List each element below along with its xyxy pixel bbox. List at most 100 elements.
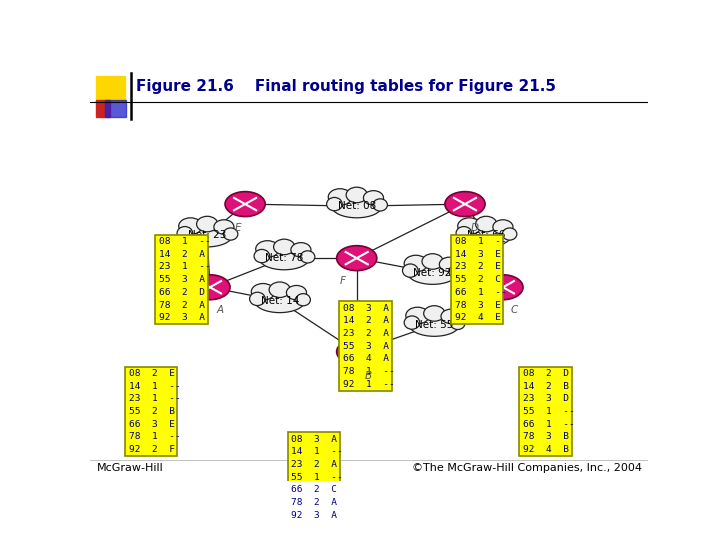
Ellipse shape bbox=[274, 239, 294, 255]
Text: 55  2  C: 55 2 C bbox=[455, 275, 501, 284]
Text: 14  1  --: 14 1 -- bbox=[292, 447, 343, 456]
Text: Net: 08: Net: 08 bbox=[338, 201, 376, 211]
Ellipse shape bbox=[259, 246, 310, 270]
Ellipse shape bbox=[256, 241, 279, 258]
Text: 23  1  --: 23 1 -- bbox=[159, 262, 211, 272]
Text: 92  3  A: 92 3 A bbox=[159, 313, 205, 322]
Ellipse shape bbox=[445, 192, 485, 217]
Text: 23  2  E: 23 2 E bbox=[455, 262, 501, 272]
Text: 92  2  F: 92 2 F bbox=[128, 445, 174, 454]
Ellipse shape bbox=[422, 254, 444, 269]
Ellipse shape bbox=[214, 220, 234, 234]
Bar bbox=[96, 76, 125, 102]
Text: 66  3  E: 66 3 E bbox=[128, 420, 174, 429]
Ellipse shape bbox=[409, 313, 459, 336]
Text: 78  2  A: 78 2 A bbox=[159, 301, 205, 309]
Text: 66  2  D: 66 2 D bbox=[159, 288, 205, 297]
Ellipse shape bbox=[179, 218, 202, 234]
Ellipse shape bbox=[300, 251, 315, 263]
Text: 66  1  --: 66 1 -- bbox=[455, 288, 507, 297]
Ellipse shape bbox=[483, 275, 523, 300]
Ellipse shape bbox=[493, 220, 513, 234]
Text: 14  2  A: 14 2 A bbox=[159, 250, 205, 259]
Text: 23  2  A: 23 2 A bbox=[343, 329, 390, 338]
Text: 14  3  E: 14 3 E bbox=[455, 250, 501, 259]
Text: 08  3  A: 08 3 A bbox=[292, 435, 338, 444]
Text: 08  3  A: 08 3 A bbox=[343, 303, 390, 313]
Text: 23  3  D: 23 3 D bbox=[523, 394, 569, 403]
Text: 55  1  --: 55 1 -- bbox=[523, 407, 575, 416]
Ellipse shape bbox=[223, 228, 238, 240]
Text: C: C bbox=[510, 305, 518, 315]
Text: Net: 78: Net: 78 bbox=[265, 253, 303, 263]
Ellipse shape bbox=[423, 306, 445, 321]
Text: 55  3  A: 55 3 A bbox=[159, 275, 205, 284]
Ellipse shape bbox=[296, 294, 310, 306]
Ellipse shape bbox=[503, 228, 517, 240]
Text: 23  2  A: 23 2 A bbox=[292, 460, 338, 469]
Ellipse shape bbox=[291, 242, 311, 257]
Ellipse shape bbox=[404, 316, 420, 329]
Text: 14  1  --: 14 1 -- bbox=[128, 382, 180, 390]
Bar bbox=[104, 100, 126, 117]
Ellipse shape bbox=[337, 246, 377, 271]
Ellipse shape bbox=[456, 227, 472, 240]
Text: 08  2  D: 08 2 D bbox=[523, 369, 569, 378]
Ellipse shape bbox=[337, 339, 377, 364]
FancyBboxPatch shape bbox=[451, 235, 503, 325]
Text: Net: 55: Net: 55 bbox=[415, 320, 454, 330]
Text: 66  1  --: 66 1 -- bbox=[523, 420, 575, 429]
Text: 92  4  B: 92 4 B bbox=[523, 445, 569, 454]
Ellipse shape bbox=[250, 292, 265, 306]
Text: 14  2  B: 14 2 B bbox=[523, 382, 569, 390]
Text: Net: 92: Net: 92 bbox=[413, 268, 451, 278]
Ellipse shape bbox=[346, 187, 367, 202]
FancyBboxPatch shape bbox=[125, 367, 177, 456]
Ellipse shape bbox=[441, 309, 461, 323]
Text: 55  3  A: 55 3 A bbox=[343, 342, 390, 350]
Text: 78  2  A: 78 2 A bbox=[292, 498, 338, 507]
FancyBboxPatch shape bbox=[519, 367, 572, 456]
Text: 92  4  E: 92 4 E bbox=[455, 313, 501, 322]
Text: 78  3  E: 78 3 E bbox=[455, 301, 501, 309]
Text: 55  1  --: 55 1 -- bbox=[292, 472, 343, 482]
Text: Net: 23: Net: 23 bbox=[188, 230, 226, 240]
Text: 92  3  A: 92 3 A bbox=[292, 511, 338, 519]
Text: 08  1  --: 08 1 -- bbox=[159, 237, 211, 246]
Ellipse shape bbox=[328, 188, 351, 205]
Text: 66  2  C: 66 2 C bbox=[292, 485, 338, 494]
Text: Figure 21.6    Final routing tables for Figure 21.5: Figure 21.6 Final routing tables for Fig… bbox=[136, 79, 556, 94]
Ellipse shape bbox=[458, 218, 481, 234]
Text: 23  1  --: 23 1 -- bbox=[128, 394, 180, 403]
Text: 78  1  --: 78 1 -- bbox=[343, 367, 395, 376]
Text: D: D bbox=[471, 223, 479, 233]
Text: A: A bbox=[217, 305, 224, 315]
Text: 66  4  A: 66 4 A bbox=[343, 354, 390, 363]
Text: Net: 66: Net: 66 bbox=[467, 230, 505, 240]
Ellipse shape bbox=[182, 224, 233, 247]
FancyBboxPatch shape bbox=[156, 235, 208, 325]
Ellipse shape bbox=[177, 227, 193, 240]
Ellipse shape bbox=[269, 282, 290, 298]
Text: 78  3  B: 78 3 B bbox=[523, 433, 569, 441]
Text: E: E bbox=[235, 223, 242, 233]
Ellipse shape bbox=[251, 284, 275, 300]
Text: Net: 14: Net: 14 bbox=[261, 296, 299, 306]
Text: 55  2  B: 55 2 B bbox=[128, 407, 174, 416]
Ellipse shape bbox=[332, 194, 382, 218]
Ellipse shape bbox=[408, 261, 458, 285]
Text: F: F bbox=[340, 276, 346, 286]
Text: McGraw-Hill: McGraw-Hill bbox=[96, 463, 163, 473]
Text: 08  1  --: 08 1 -- bbox=[455, 237, 507, 246]
Text: 08  2  E: 08 2 E bbox=[128, 369, 174, 378]
Ellipse shape bbox=[255, 289, 305, 313]
Text: ©The McGraw-Hill Companies, Inc., 2004: ©The McGraw-Hill Companies, Inc., 2004 bbox=[413, 463, 642, 473]
Ellipse shape bbox=[439, 257, 459, 272]
Ellipse shape bbox=[451, 318, 465, 329]
Ellipse shape bbox=[449, 265, 463, 278]
FancyBboxPatch shape bbox=[287, 433, 340, 522]
Ellipse shape bbox=[364, 191, 384, 205]
Ellipse shape bbox=[406, 307, 429, 324]
Ellipse shape bbox=[254, 249, 270, 263]
Bar bbox=[96, 100, 110, 117]
